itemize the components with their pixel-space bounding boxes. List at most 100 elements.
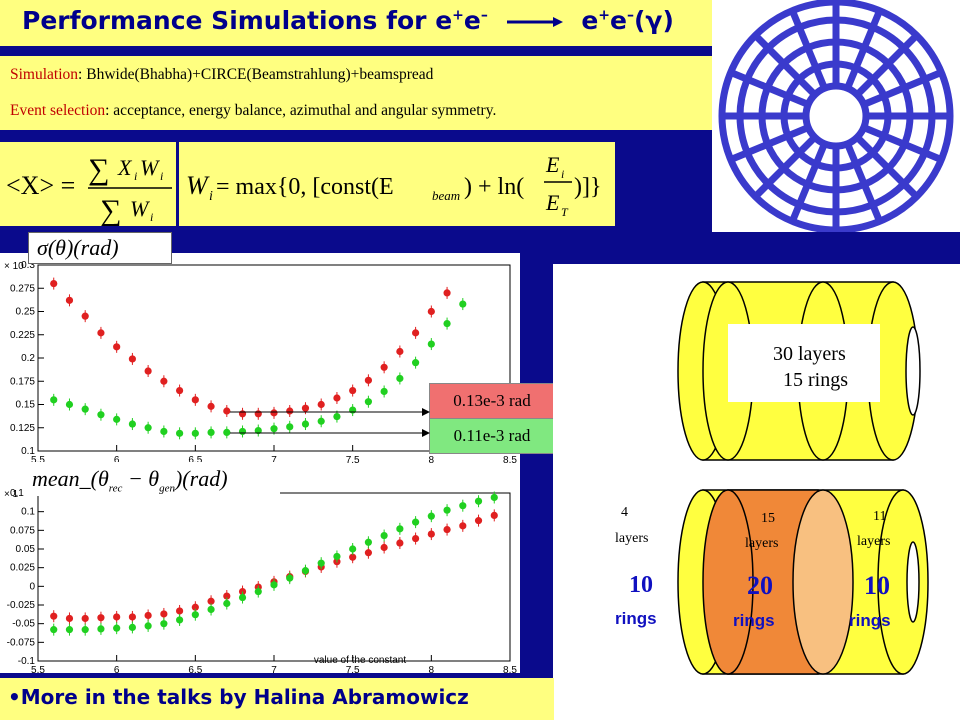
svg-text:) + ln(: ) + ln( (464, 174, 524, 200)
red-data-point (286, 407, 294, 415)
green-data-point (254, 426, 262, 435)
red-resolution-box: 0.13e-3 rad (429, 383, 555, 419)
red-data-point (333, 394, 341, 402)
svg-text:i: i (561, 167, 564, 181)
x-tick-label: 8 (429, 455, 435, 466)
green-data-point (223, 428, 231, 436)
x-tick-label: 8.5 (503, 455, 517, 466)
weighted-mean-formula: <X> = ∑ X i W i ∑ W i W i = max{0, [cons… (6, 142, 602, 226)
x-tick-label: 6.5 (188, 455, 202, 466)
y-tick-label: -0.075 (7, 637, 36, 648)
x-tick-label: 5.5 (31, 665, 45, 673)
red-data-point (128, 355, 136, 363)
red-data-point (412, 329, 420, 337)
green-data-point (144, 622, 152, 630)
svg-text:)]}: )]} (574, 174, 602, 200)
svg-text:15: 15 (761, 511, 775, 526)
y-tick-label: 0.1 (21, 507, 35, 518)
green-data-point (396, 374, 404, 383)
x-tick-label: 7 (271, 665, 277, 673)
ring-spoke (729, 69, 810, 108)
x-axis-caption: value of the constant (314, 655, 407, 666)
red-data-point (427, 530, 435, 538)
top-label-box (728, 324, 880, 402)
green-data-point (176, 429, 184, 437)
top-layers-label: 30 layers (773, 343, 846, 365)
svg-text:layers: layers (745, 536, 778, 551)
red-data-point (396, 539, 404, 547)
green-data-point (349, 545, 357, 553)
red-data-point (207, 402, 215, 410)
green-data-point (333, 412, 341, 421)
ring-spoke (854, 32, 920, 98)
green-data-point (207, 428, 215, 436)
pointer-arrows (230, 408, 430, 437)
y-tick-label: 0.175 (10, 376, 35, 387)
ring-spoke (844, 142, 883, 223)
green-data-point (81, 626, 89, 634)
red-data-point (191, 603, 199, 611)
green-data-point (286, 574, 294, 582)
green-data-point (270, 425, 278, 433)
red-data-point (160, 377, 168, 385)
title-banner (0, 0, 742, 46)
event-selection-line: Event selection: acceptance, energy bala… (10, 102, 497, 119)
ring-spoke (752, 32, 818, 98)
mean-axis-label: mean_(θrec − θgen)(rad) (24, 462, 280, 496)
red-data-point (113, 343, 121, 351)
ring-spoke (844, 9, 883, 90)
green-data-point (97, 411, 105, 419)
red-data-point (349, 553, 357, 561)
y-tick-label: 0.075 (10, 525, 35, 536)
sigma-axis-label: σ(θ)(rad) (28, 232, 172, 264)
svg-text:W: W (140, 155, 160, 180)
y-multiplier-label: × 1 (4, 489, 19, 500)
simulation-info-panel (0, 56, 712, 130)
green-data-point (207, 605, 215, 614)
green-data-point (65, 626, 74, 634)
y-tick-label: 0 (29, 581, 35, 592)
green-data-point (459, 502, 467, 510)
green-data-point (427, 340, 435, 348)
red-data-point (364, 549, 372, 557)
y-tick-label: 0.15 (16, 400, 36, 411)
red-data-point (412, 534, 420, 543)
y-tick-label: -0.05 (12, 619, 35, 630)
x-tick-label: 8 (429, 665, 435, 673)
green-data-point (176, 616, 184, 624)
svg-text:W: W (130, 196, 150, 221)
x-tick-label: 6 (114, 665, 120, 673)
top-rings-label: 15 rings (783, 369, 848, 391)
x-tick-label: 6.5 (188, 665, 202, 673)
red-data-point (317, 400, 325, 409)
red-data-point (144, 611, 152, 620)
green-data-point (238, 593, 247, 602)
svg-text:i: i (150, 210, 153, 224)
red-data-point (144, 367, 152, 375)
red-data-point (50, 280, 58, 288)
green-data-point (364, 398, 372, 406)
green-data-point (81, 405, 89, 413)
svg-text:layers: layers (857, 534, 890, 549)
seg1-rings-number: 10 (629, 572, 653, 598)
svg-text:i: i (134, 169, 137, 183)
x-tick-label: 5.5 (31, 455, 45, 466)
y-tick-label: 0.3 (21, 260, 35, 271)
svg-text:i: i (160, 169, 163, 183)
svg-text:4: 4 (621, 505, 628, 520)
green-data-point (223, 599, 231, 608)
arrow-icon (506, 17, 563, 27)
bottom-banner: •More in the talks by Halina Abramowicz (0, 678, 554, 720)
green-data-point (50, 396, 58, 404)
green-data-point (317, 559, 325, 567)
red-data-point (176, 607, 184, 615)
y-tick-label: -0.1 (18, 656, 36, 667)
svg-text:∑: ∑ (100, 194, 121, 226)
ring-spoke (752, 134, 818, 200)
red-data-point (396, 347, 404, 356)
red-data-point (97, 614, 105, 622)
green-data-point (317, 417, 325, 425)
svg-text:i: i (209, 189, 213, 204)
red-data-point (474, 517, 483, 525)
detector-rings-diagram (712, 0, 960, 232)
